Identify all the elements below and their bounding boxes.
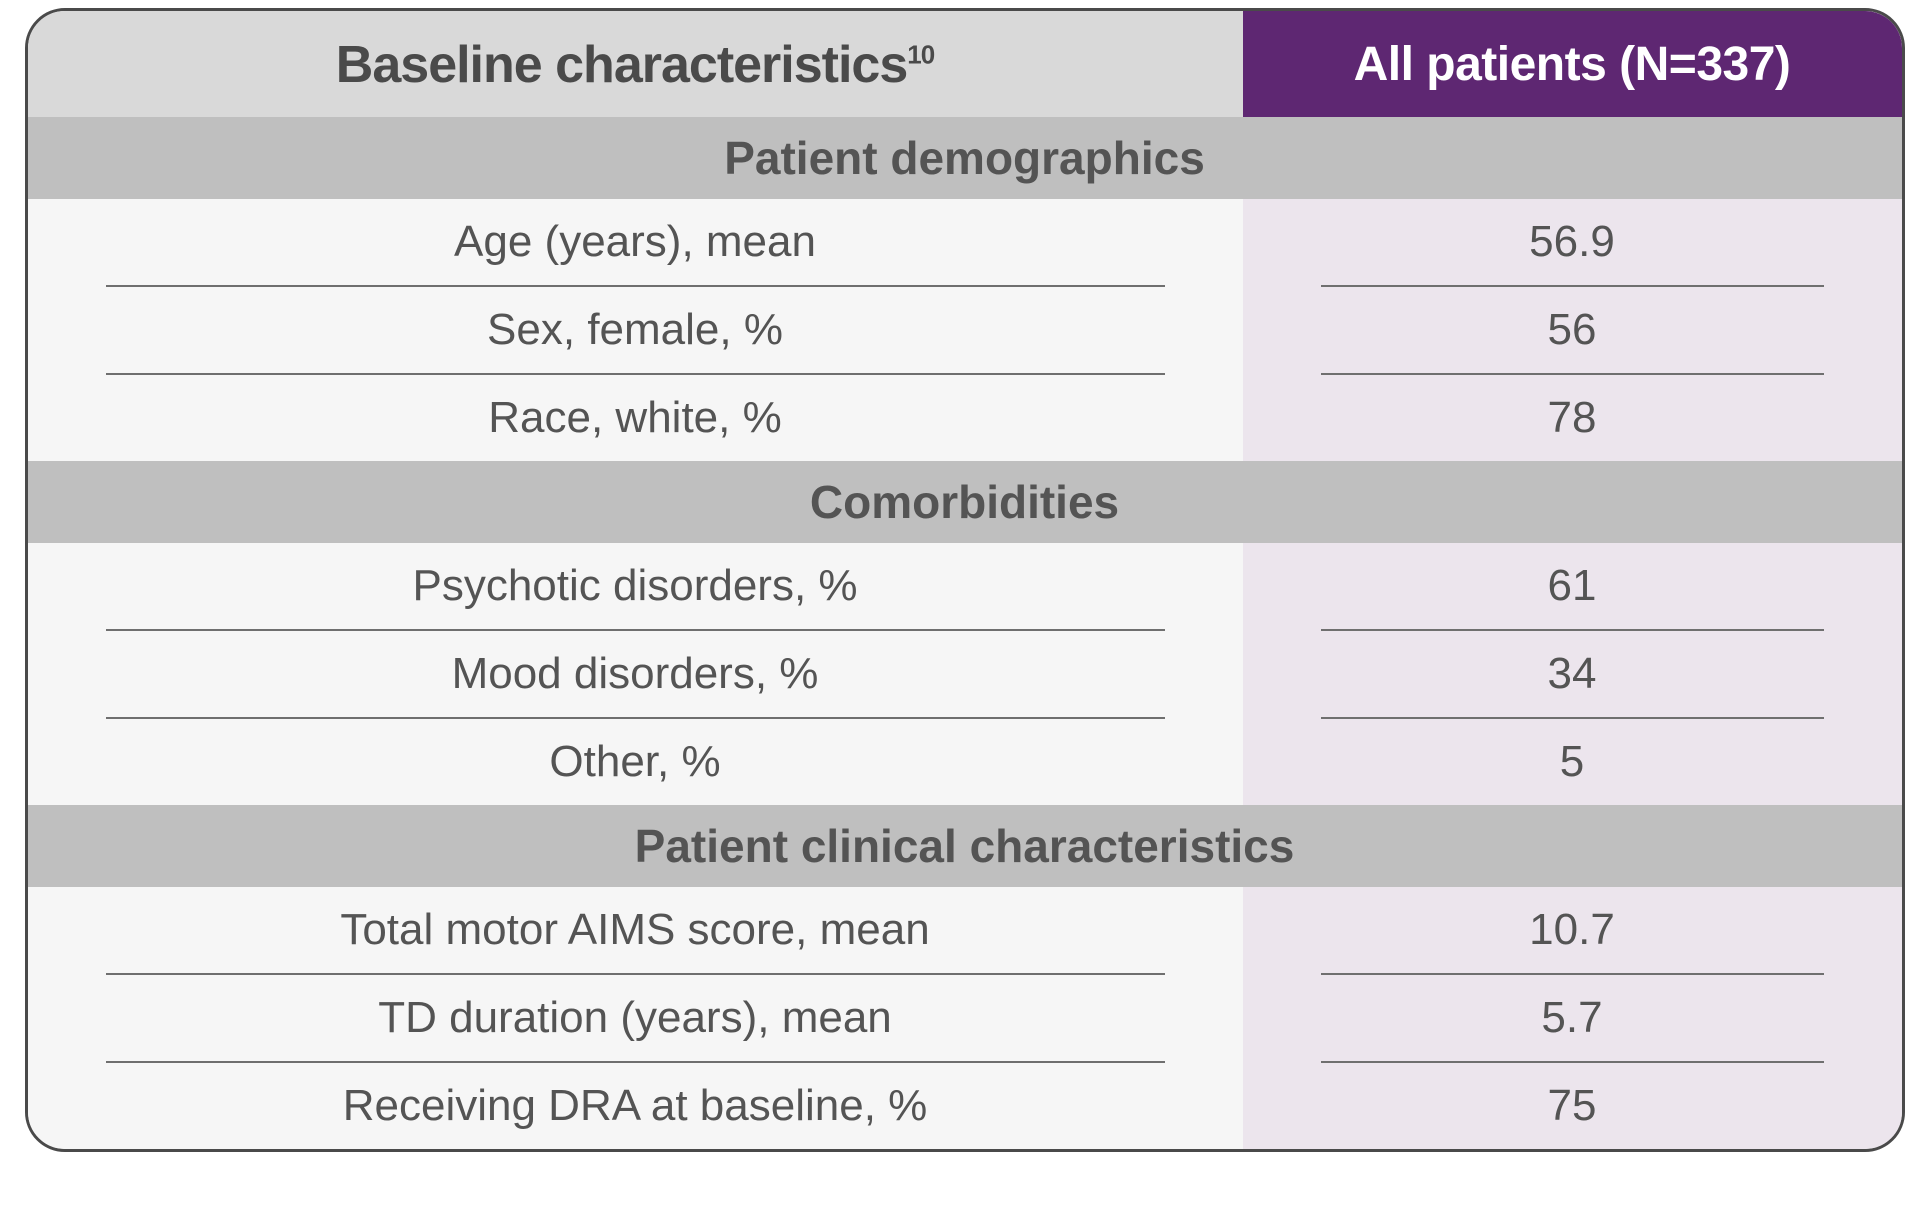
labels-column: Total motor AIMS score, mean TD duration…	[28, 887, 1243, 1149]
row-label: Other, %	[106, 719, 1165, 805]
row-value: 56.9	[1321, 199, 1824, 287]
row-value: 34	[1321, 631, 1824, 719]
row-value: 56	[1321, 287, 1824, 375]
header-right-text: All patients (N=337)	[1354, 38, 1791, 91]
row-value: 78	[1321, 375, 1824, 461]
row-label: Age (years), mean	[106, 199, 1165, 287]
baseline-characteristics-table: Baseline characteristics10 All patients …	[25, 8, 1905, 1152]
row-label: Total motor AIMS score, mean	[106, 887, 1165, 975]
row-label: Mood disorders, %	[106, 631, 1165, 719]
row-label: Race, white, %	[106, 375, 1165, 461]
labels-column: Age (years), mean Sex, female, % Race, w…	[28, 199, 1243, 461]
header-left-text: Baseline characteristics	[336, 36, 907, 94]
values-column: 61 34 5	[1243, 543, 1902, 805]
row-value: 75	[1321, 1063, 1824, 1149]
row-value: 61	[1321, 543, 1824, 631]
section-title: Patient clinical characteristics	[635, 820, 1295, 872]
section-body-comorbidities: Psychotic disorders, % Mood disorders, %…	[28, 543, 1902, 805]
header-left-superscript: 10	[907, 40, 934, 70]
section-title: Patient demographics	[724, 132, 1205, 184]
table-header-row: Baseline characteristics10 All patients …	[28, 11, 1902, 117]
row-label: TD duration (years), mean	[106, 975, 1165, 1063]
row-value: 5.7	[1321, 975, 1824, 1063]
section-title: Comorbidities	[810, 476, 1119, 528]
row-value: 10.7	[1321, 887, 1824, 975]
section-body-demographics: Age (years), mean Sex, female, % Race, w…	[28, 199, 1902, 461]
row-value: 5	[1321, 719, 1824, 805]
row-label: Receiving DRA at baseline, %	[106, 1063, 1165, 1149]
values-column: 56.9 56 78	[1243, 199, 1902, 461]
section-body-clinical: Total motor AIMS score, mean TD duration…	[28, 887, 1902, 1149]
section-header-demographics: Patient demographics	[28, 117, 1902, 199]
row-label: Sex, female, %	[106, 287, 1165, 375]
header-right-cell: All patients (N=337)	[1243, 11, 1902, 117]
labels-column: Psychotic disorders, % Mood disorders, %…	[28, 543, 1243, 805]
values-column: 10.7 5.7 75	[1243, 887, 1902, 1149]
header-left-cell: Baseline characteristics10	[28, 11, 1243, 117]
section-header-comorbidities: Comorbidities	[28, 461, 1902, 543]
section-header-clinical: Patient clinical characteristics	[28, 805, 1902, 887]
row-label: Psychotic disorders, %	[106, 543, 1165, 631]
